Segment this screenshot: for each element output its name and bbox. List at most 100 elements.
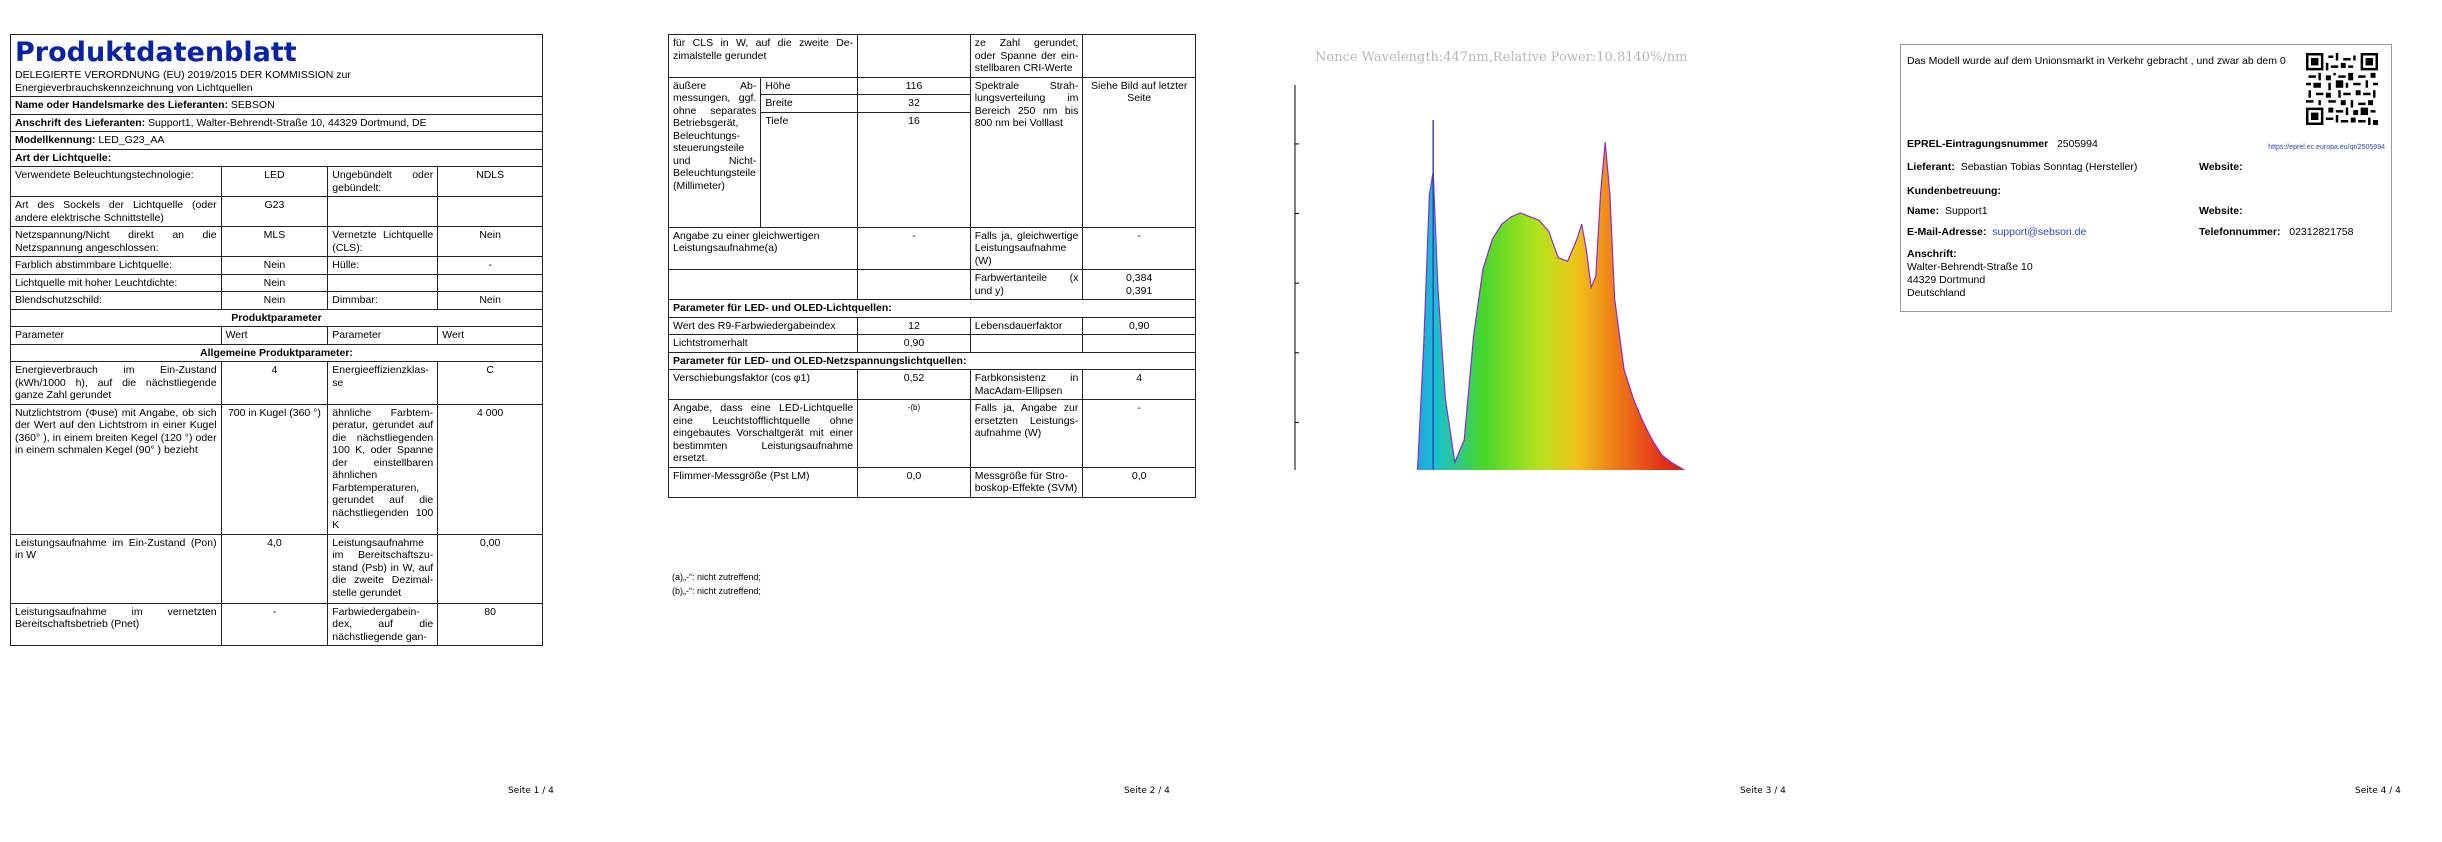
row-label: Farbwertanteile (x und y) — [969, 269, 1084, 300]
footnote-b: (b)„-“: nicht zutreffend; — [672, 586, 761, 596]
model-label: Modellkennung: — [15, 134, 96, 146]
row-label: Verschiebungsfaktor (cos φ1) — [667, 369, 859, 400]
page-3: Nonce Wavelength:447nm,Relative Power:10… — [1220, 0, 1830, 842]
row-label: Angabe, dass eine LED-Licht­quelle eine … — [667, 399, 859, 468]
row-label: Dimmbar: — [327, 291, 439, 310]
dim-label: Tiefe — [760, 111, 859, 228]
row-label: Falls ja, gleichwerti­ge Leistungsaufnah… — [969, 226, 1084, 270]
row-value: 12 — [857, 316, 971, 335]
page-footer: Seite 3 / 4 — [1740, 786, 1786, 796]
row-value: Nein — [220, 256, 329, 275]
row-value: - — [1082, 399, 1196, 468]
row-label: Flimmer-Messgröße (Pst LM) — [667, 466, 859, 498]
col-header-value: Wert — [437, 326, 543, 345]
row-value: 4 000 — [437, 403, 543, 535]
row-value: 4,0 — [220, 533, 329, 604]
supplier-label: Name oder Handelsmarke des Lieferanten: — [15, 99, 228, 111]
page-title: Produktdatenblatt — [15, 37, 297, 68]
dim-label: Höhe — [760, 76, 859, 95]
row-label: Ungebündelt oder gebündelt: — [327, 166, 439, 197]
row-label: Wert des R9-Farbwiedergabein­dex — [667, 316, 859, 335]
row-value: C — [437, 361, 543, 405]
row-label: Leistungsaufnahme im vernetz­ten Bereits… — [10, 602, 222, 646]
chroma-y: 0,391 — [1126, 284, 1153, 297]
led-params-heading: Parameter für LED- und OLED-Lichtquellen… — [668, 299, 1196, 318]
row-label: Falls ja, Angabe zur ersetzten Leistungs… — [969, 399, 1084, 468]
col-header-param: Parameter — [327, 326, 439, 345]
mains-params-heading: Parameter für LED- und OLED-Netzspannung… — [668, 351, 1196, 370]
row-value: 0,00 — [437, 533, 543, 604]
row-value: - — [437, 256, 543, 275]
name-value: Support1 — [1944, 205, 1988, 217]
row-value: Siehe Bild auf letzter Seite — [1082, 76, 1196, 228]
qr-code — [2306, 53, 2378, 125]
chart-title: Nonce Wavelength:447nm,Relative Power:10… — [1315, 50, 1688, 65]
product-params-heading: Produktparameter — [10, 308, 543, 327]
row-label: Farbwiedergabein­dex, auf die nächstlieg… — [327, 602, 439, 646]
row-label: für CLS in W, auf die zweite De­zimalste… — [667, 34, 859, 78]
tel-value: 02312821758 — [2289, 226, 2354, 238]
email-link[interactable]: support@sebson.de — [1992, 226, 2087, 238]
supplier-value: SEBSON — [230, 99, 275, 111]
row-label: Hülle: — [327, 256, 439, 275]
model-value: LED_G23_AA — [98, 134, 165, 146]
row-value: - — [857, 226, 971, 270]
row-value: 0,90 — [1082, 316, 1196, 335]
lieferant-label: Lieferant: — [1907, 161, 1955, 173]
row-value: Nein — [220, 291, 329, 310]
row-value: 700 in Ku­gel (360 °) — [220, 403, 329, 535]
dim-label: Breite — [760, 94, 859, 113]
spectrum-chart: 300400500600700800 — [1294, 85, 1686, 470]
row-label: Farbkonsistenz in MacAdam-Ellipsen — [969, 369, 1084, 400]
dim-value: 32 — [857, 94, 971, 113]
website2-label: Website: — [2199, 205, 2243, 217]
address-line-1: Walter-Behrendt-Straße 10 — [1907, 261, 2033, 273]
website-label: Website: — [2199, 161, 2243, 173]
row-label: ähnliche Farbtem­peratur, gerundet auf d… — [327, 403, 439, 535]
eprel-label: EPREL-Eintragungsnummer — [1907, 138, 2049, 150]
row-value: 0,90 — [857, 334, 971, 353]
address-line-3: Deutschland — [1907, 287, 1966, 299]
row-value: Nein — [437, 226, 543, 257]
page-4: Das Modell wurde auf dem Unionsmarkt in … — [1830, 0, 2440, 842]
chroma-x: 0,384 — [1126, 272, 1153, 284]
name-label: Name: — [1907, 205, 1940, 217]
row-label: Lichtquelle mit hoher Leucht­dichte: — [10, 273, 222, 292]
row-label: äußere Ab­messungen, ggf. ohne se­parate… — [667, 76, 762, 228]
page-2: für CLS in W, auf die zweite De­zimalste… — [610, 0, 1220, 842]
lieferant-value: Sebastian Tobias Sonntag (Hersteller) — [1960, 161, 2138, 173]
row-label: Messgröße für Stro­boskop-Effekte (SVM) — [969, 466, 1084, 498]
row-value: - — [1082, 226, 1196, 270]
footnotes: (a)„-“: nicht zutreffend; (b)„-“: nicht … — [672, 570, 761, 598]
info-box: Das Modell wurde auf dem Unionsmarkt in … — [1900, 44, 2392, 312]
col-header-value: Wert — [220, 326, 329, 345]
address-label: Anschrift des Lieferanten: — [15, 116, 146, 129]
col-header-param: Parameter — [10, 326, 222, 345]
dim-value: 16 — [857, 111, 971, 228]
address-value: Support1, Walter-Behrendt-Straße 10, 443… — [148, 116, 427, 129]
row-label: Verwendete Beleuchtungstech­nologie: — [10, 166, 222, 197]
tel-label: Telefonnummer: — [2199, 226, 2281, 238]
row-label: Lebensdauerfaktor — [969, 316, 1084, 335]
eprel-value: 2505994 — [2056, 138, 2098, 150]
row-value: -(b) — [857, 399, 971, 468]
page-footer: Seite 2 / 4 — [1124, 786, 1170, 796]
row-label: Energieeffizienzklas­se — [327, 361, 439, 405]
row-label: Nutzlichtstrom (Φuse) mit An­gabe, ob si… — [10, 403, 222, 535]
row-value: 0,0 — [1082, 466, 1196, 498]
eprel-link[interactable]: https://eprel.ec.europa.eu/qr/2505994 — [2268, 144, 2385, 151]
row-value: NDLS — [437, 166, 543, 197]
light-type-heading: Art der Lichtquelle: — [10, 148, 543, 167]
row-label: Vernetzte Lichtquel­le (CLS): — [327, 226, 439, 257]
row-label: Netzspannung/Nicht direkt an die Netzspa… — [10, 226, 222, 257]
market-text: Das Modell wurde auf dem Unionsmarkt in … — [1907, 55, 2286, 67]
row-value: G23 — [220, 196, 329, 227]
product-table-p1: Produktdatenblatt DELEGIERTE VERORDNUNG … — [10, 34, 543, 646]
row-value: Nein — [437, 291, 543, 310]
product-table-p2: für CLS in W, auf die zweite De­zimalste… — [667, 34, 1196, 498]
row-label: Farblich abstimmbare Licht­quelle: — [10, 256, 222, 275]
row-label: Leistungsaufnahme im Ein-Zu­stand (Pon) … — [10, 533, 222, 604]
row-value: 80 — [437, 602, 543, 646]
row-label: Leistungsaufnahme im Bereitschaftszu­sta… — [327, 533, 439, 604]
address-label: Anschrift: — [1907, 248, 1957, 260]
